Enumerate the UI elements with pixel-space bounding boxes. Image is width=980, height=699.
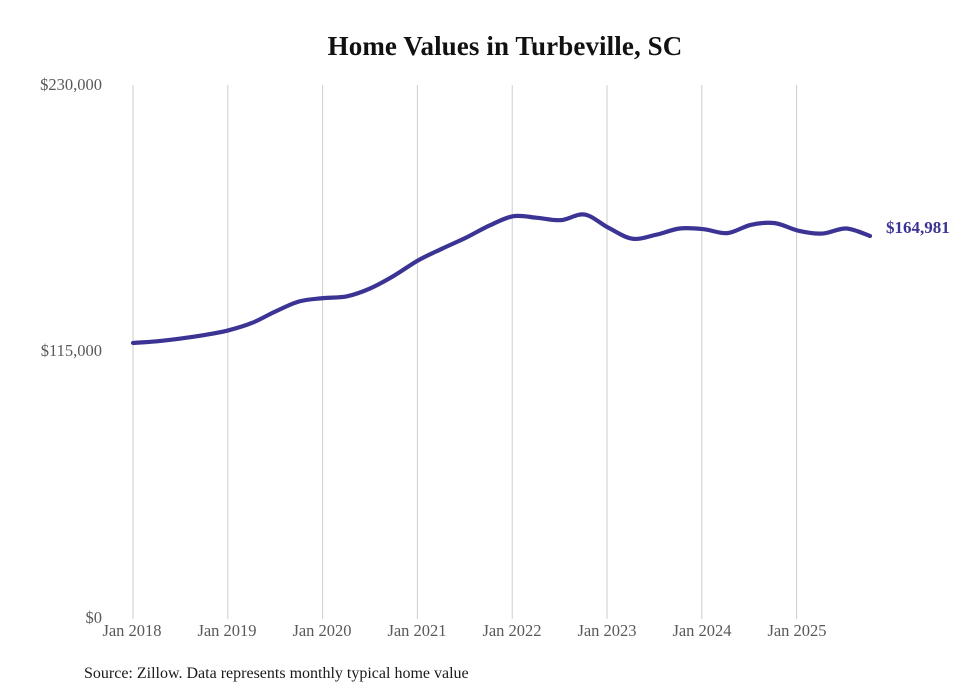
end-value-label: $164,981 <box>886 218 950 237</box>
chart-title: Home Values in Turbeville, SC <box>327 31 683 61</box>
x-axis-tick-label: Jan 2020 <box>292 621 352 640</box>
x-axis-tick-label: Jan 2019 <box>197 621 257 640</box>
x-axis-tick-label: Jan 2018 <box>102 621 162 640</box>
y-axis-tick-label: $0 <box>85 608 103 627</box>
x-axis-tick-label: Jan 2024 <box>672 621 732 640</box>
y-axis-tick-label: $230,000 <box>40 75 102 94</box>
x-axis-tick-label: Jan 2023 <box>577 621 637 640</box>
x-axis-tick-label: Jan 2025 <box>767 621 827 640</box>
x-axis-tick-label: Jan 2021 <box>387 621 447 640</box>
data-line-typical-home-value <box>130 212 873 346</box>
x-axis-tick-label: Jan 2022 <box>482 621 542 640</box>
source-note: Source: Zillow. Data represents monthly … <box>84 665 469 682</box>
y-axis-tick-label: $115,000 <box>40 341 102 360</box>
